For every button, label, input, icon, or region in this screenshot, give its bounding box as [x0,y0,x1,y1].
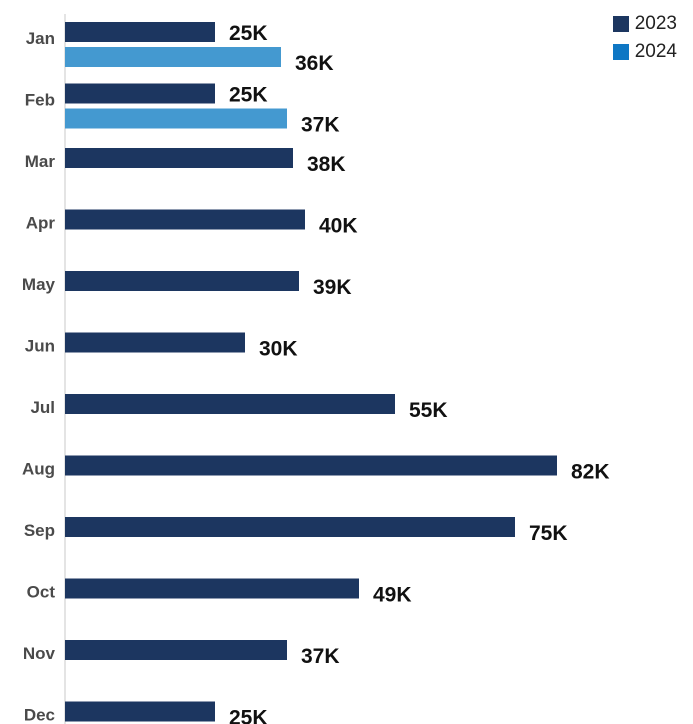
value-label-feb-2023: 25K [229,84,268,107]
bar-jan-2023 [65,22,215,42]
legend-item-2024: 2024 [612,38,677,66]
category-label-jan: Jan [26,29,55,48]
bar-jul-2023 [65,394,395,414]
bar-apr-2023 [65,209,305,230]
bars [65,22,557,722]
bar-mar-2023 [65,148,293,168]
category-label-aug: Aug [22,460,55,479]
value-label-dec-2023: 25K [229,707,268,724]
value-label-sep-2023: 75K [529,522,568,545]
category-label-jun: Jun [25,337,55,356]
value-label-oct-2023: 49K [373,584,412,607]
value-label-feb-2024: 37K [301,114,340,137]
bar-may-2023 [65,271,299,291]
legend-item-2023: 2023 [612,10,677,38]
value-label-mar-2023: 38K [307,153,346,176]
value-label-may-2023: 39K [313,276,352,299]
value-labels: 25K 36K 25K 37K 38K 40K 39K 30K 55K 82K 75K 49K 37K 2… [229,22,610,724]
bar-aug-2023 [65,455,557,476]
value-label-apr-2023: 40K [319,215,358,238]
bar-jun-2023 [65,332,245,353]
value-label-jan-2023: 25K [229,22,268,45]
category-label-feb: Feb [25,91,55,110]
value-label-nov-2023: 37K [301,645,340,668]
category-labels: Jan Feb Mar Apr May Jun Jul Aug Sep Oct Nov Dec [22,29,56,724]
value-label-jul-2023: 55K [409,399,448,422]
bar-nov-2023 [65,640,287,660]
category-label-nov: Nov [23,644,56,663]
bar-sep-2023 [65,517,515,537]
legend-swatch-2023 [612,16,629,32]
category-label-may: May [22,275,56,294]
legend-swatch-2024 [612,44,629,60]
category-label-mar: Mar [25,152,56,171]
bar-feb-2024 [65,108,287,129]
category-label-dec: Dec [24,706,55,724]
category-label-apr: Apr [26,214,56,233]
bar-oct-2023 [65,578,359,599]
category-label-oct: Oct [27,583,56,602]
category-label-sep: Sep [24,521,55,540]
bar-dec-2023 [65,701,215,722]
legend-label-2024: 2024 [634,41,677,62]
category-label-jul: Jul [30,398,55,417]
legend-label-2023: 2023 [634,13,677,34]
legend: 2023 2024 [612,10,677,66]
bar-feb-2023 [65,83,215,104]
value-label-jun-2023: 30K [259,338,298,361]
value-label-aug-2023: 82K [571,461,610,484]
value-label-jan-2024: 36K [295,52,334,75]
bar-jan-2024 [65,47,281,67]
